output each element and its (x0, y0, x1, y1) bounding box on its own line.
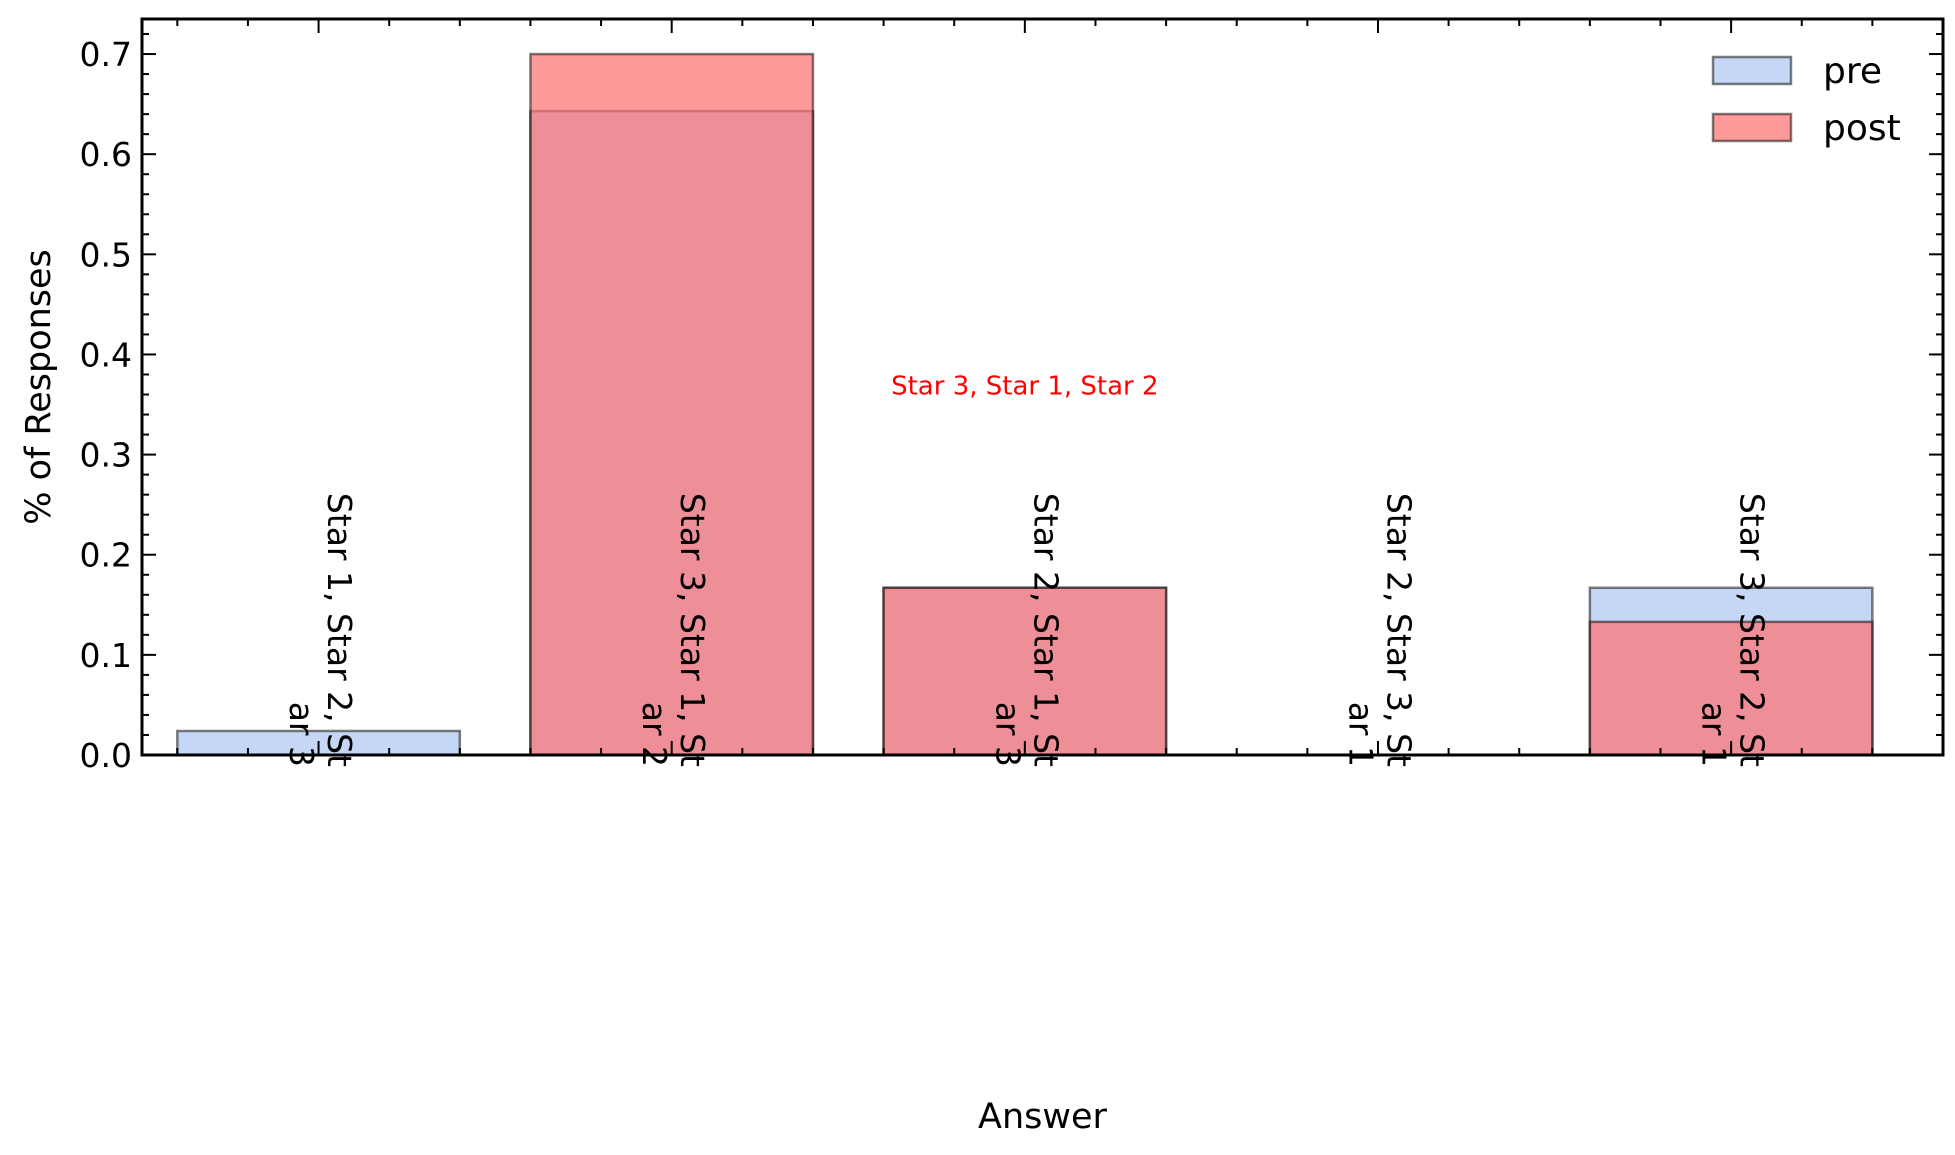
y-tick-label-1: 0.1 (80, 636, 132, 675)
legend: pre post (1711, 51, 1901, 149)
bar-post-3 (882, 586, 1168, 757)
y-tick-labels: 0.0 0.1 0.2 0.3 0.4 0.5 0.6 0.7 (80, 35, 132, 775)
x-tick-label-5: Star 3, Star 2, Star 1 (1695, 493, 1772, 767)
x-tick-label-line: ar 1 (1341, 702, 1380, 767)
y-tick-label-0: 0.0 (80, 736, 132, 775)
plot-frame (140, 17, 1945, 757)
y-tick-label-7: 0.7 (80, 35, 132, 74)
legend-label-post: post (1823, 108, 1901, 149)
x-tick-label-line: ar 2 (635, 702, 674, 767)
x-tick-label-line: Star 2, Star 3, St (1379, 493, 1418, 767)
bar-post-5 (1588, 620, 1874, 757)
x-tick-labels: Star 1, Star 2, Star 3 Star 3, Star 1, St… (282, 493, 1772, 767)
y-axis-label: % of Responses (19, 249, 59, 525)
legend-label-pre: pre (1823, 51, 1882, 92)
x-tick-label-line: Star 3, Star 2, St (1733, 493, 1772, 767)
bars-layer (176, 52, 1874, 757)
x-axis-label: Answer (978, 1097, 1108, 1137)
y-tick-label-6: 0.6 (80, 135, 132, 174)
x-tick-label-3: Star 2, Star 1, Star 3 (988, 493, 1065, 767)
x-tick-label-line: Star 3, Star 1, St (673, 493, 712, 767)
x-tick-label-line: Star 1, Star 2, St (320, 493, 359, 767)
x-tick-label-1: Star 1, Star 2, Star 3 (282, 493, 359, 767)
x-tick-label-line: ar 1 (1695, 702, 1734, 767)
bar-post-2 (529, 52, 815, 757)
annotation-text: Star 3, Star 1, Star 2 (891, 372, 1158, 402)
x-tick-label-4: Star 2, Star 3, Star 1 (1341, 493, 1418, 767)
x-tick-label-2: Star 3, Star 1, Star 2 (635, 493, 712, 767)
y-tick-label-4: 0.4 (80, 335, 132, 374)
x-tick-label-line: ar 3 (282, 702, 321, 767)
y-tick-label-3: 0.3 (80, 436, 132, 475)
x-tick-label-line: ar 3 (988, 702, 1027, 767)
y-tick-label-5: 0.5 (80, 235, 132, 274)
legend-swatch-post (1711, 112, 1793, 143)
y-tick-label-2: 0.2 (80, 536, 132, 575)
x-tick-label-line: Star 2, Star 1, St (1026, 493, 1065, 767)
legend-swatch-pre (1711, 55, 1793, 86)
